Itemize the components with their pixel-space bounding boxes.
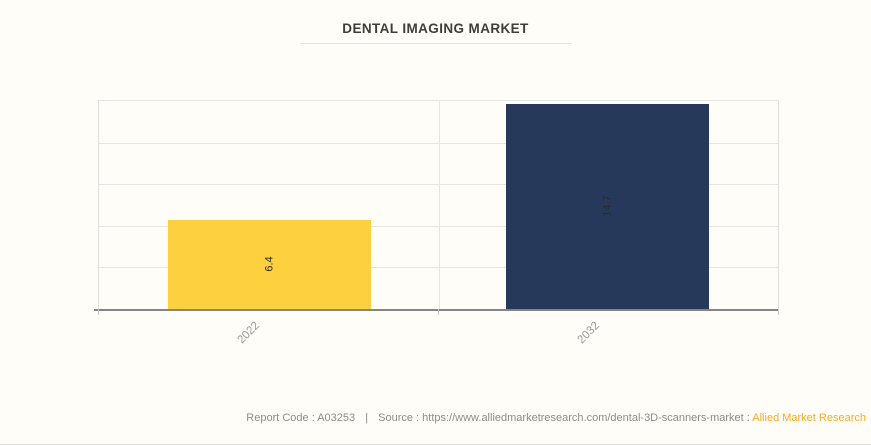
x-axis-tick: [778, 309, 779, 315]
x-axis-tick: [438, 309, 439, 315]
bar-2022[interactable]: 6.4: [167, 219, 372, 309]
chart-title: DENTAL IMAGING MARKET: [342, 21, 529, 36]
x-tick-label-2032: 2032: [575, 319, 603, 347]
x-tick-label-2022: 2022: [235, 319, 263, 347]
gridline-vertical: [438, 101, 440, 309]
bar-value-label-2032: 14.7: [601, 195, 614, 218]
source-text: Source : https://www.alliedmarketresearc…: [378, 412, 750, 424]
bar-value-label-2022: 6.4: [263, 256, 276, 272]
footer-separator: |: [365, 412, 369, 424]
report-code-text: Report Code : A03253: [246, 412, 356, 424]
bar-2032[interactable]: 14.7: [505, 103, 710, 309]
brand-link[interactable]: Allied Market Research: [752, 412, 866, 424]
x-axis-tick: [98, 309, 99, 315]
title-block: DENTAL IMAGING MARKET: [0, 21, 871, 44]
x-axis-line: [94, 309, 779, 311]
footer: Report Code : A03253 | Source : https://…: [246, 412, 866, 424]
title-divider: [299, 43, 572, 44]
plot-area: 6.4 14.7: [98, 100, 779, 309]
